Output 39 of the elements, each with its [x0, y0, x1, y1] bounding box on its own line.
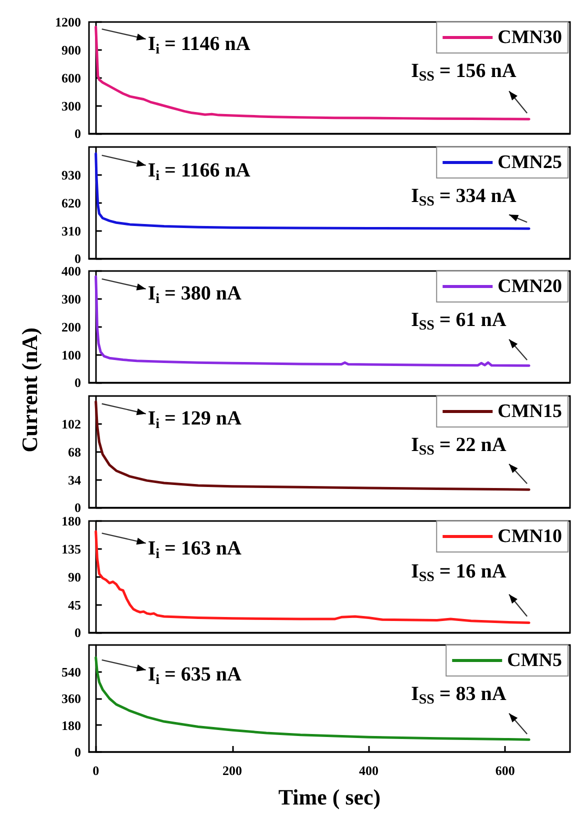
- legend-label: CMN25: [498, 152, 562, 173]
- x-axis-title: Time ( sec): [278, 784, 381, 810]
- y-tick-label: 0: [74, 624, 81, 640]
- y-tick-label: 68: [68, 444, 82, 460]
- y-tick-label: 100: [62, 348, 81, 363]
- legend-label: CMN15: [498, 401, 562, 422]
- y-tick-label: 600: [62, 70, 81, 86]
- y-tick-label: 900: [62, 42, 81, 58]
- y-tick-label: 0: [74, 250, 81, 266]
- y-tick-label: 300: [62, 98, 81, 114]
- y-tick-label: 0: [74, 500, 81, 516]
- y-tick-label: 0: [74, 126, 81, 142]
- y-tick-label: 34: [68, 472, 82, 488]
- y-tick-label: 45: [68, 596, 82, 612]
- y-tick-label: 540: [62, 664, 81, 680]
- y-tick-label: 620: [62, 194, 81, 210]
- x-tick-label: 600: [495, 763, 515, 778]
- y-tick-label: 200: [62, 320, 81, 335]
- y-tick-label: 180: [62, 513, 81, 528]
- y-tick-label: 0: [74, 375, 81, 390]
- y-tick-label: 310: [62, 222, 81, 238]
- x-tick-label: 400: [358, 763, 378, 778]
- legend-label: CMN10: [498, 526, 562, 547]
- y-tick-label: 180: [62, 718, 81, 734]
- y-tick-label: 135: [62, 541, 82, 556]
- legend-label: CMN30: [498, 27, 562, 48]
- y-tick-label: 90: [68, 568, 81, 584]
- y-tick-label: 300: [62, 292, 81, 307]
- y-tick-label: 102: [62, 416, 81, 432]
- legend-label: CMN20: [498, 276, 562, 298]
- y-tick-label: 1200: [55, 14, 81, 30]
- legend-label: CMN5: [507, 650, 562, 672]
- y-tick-label: 930: [62, 167, 81, 182]
- y-axis-title: Current (nA): [17, 327, 43, 452]
- y-tick-label: 0: [74, 744, 81, 760]
- y-tick-label: 360: [62, 691, 81, 706]
- x-tick-label: 0: [92, 763, 100, 778]
- x-tick-label: 200: [222, 763, 242, 778]
- y-tick-label: 400: [62, 264, 81, 279]
